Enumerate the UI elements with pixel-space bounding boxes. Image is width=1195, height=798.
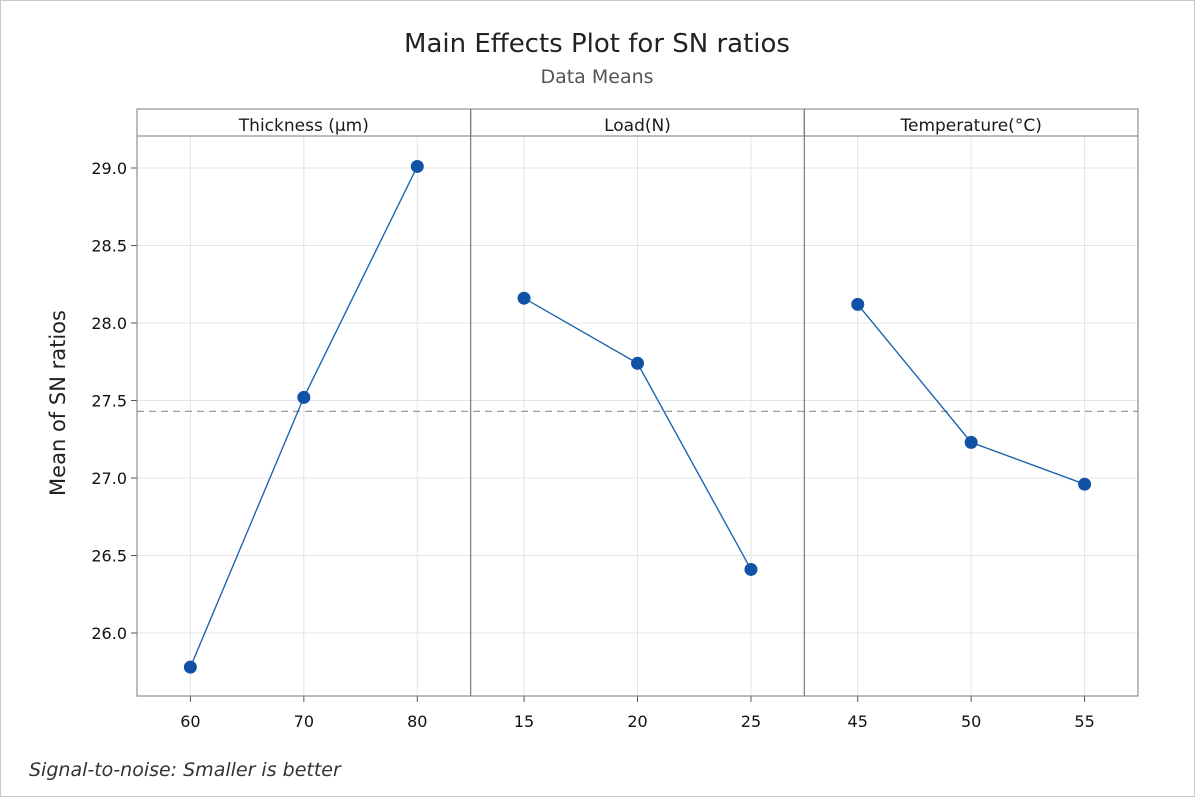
plot-border bbox=[136, 135, 1139, 697]
x-tick-label: 45 bbox=[848, 712, 868, 731]
panel-header bbox=[136, 108, 472, 137]
chart-title: Main Effects Plot for SN ratios bbox=[404, 29, 790, 59]
data-point bbox=[744, 562, 758, 576]
data-point bbox=[1078, 477, 1092, 491]
panel-label: Load(N) bbox=[604, 116, 671, 136]
panel-label: Temperature(°C) bbox=[900, 116, 1042, 136]
y-tick-label: 26.0 bbox=[91, 624, 127, 643]
y-tick-label: 28.0 bbox=[91, 314, 127, 333]
y-axis-label: Mean of SN ratios bbox=[46, 310, 70, 496]
x-tick-label: 60 bbox=[180, 712, 200, 731]
panel-label: Thickness (µm) bbox=[238, 116, 369, 136]
y-tick-label: 28.5 bbox=[91, 237, 127, 256]
x-tick-label: 15 bbox=[514, 712, 534, 731]
y-tick-label: 27.5 bbox=[91, 392, 127, 411]
y-tick-label: 27.0 bbox=[91, 469, 127, 488]
data-point bbox=[410, 159, 424, 173]
data-point bbox=[183, 660, 197, 674]
x-tick-label: 70 bbox=[294, 712, 314, 731]
chart-subtitle: Data Means bbox=[540, 66, 653, 88]
data-point bbox=[851, 297, 865, 311]
x-tick-label: 55 bbox=[1074, 712, 1094, 731]
plot-area: 26.0 26.5 27.0 27.5 28.0 28.5 29.0 Thickness (µ… bbox=[91, 108, 1139, 731]
x-tick-label: 80 bbox=[407, 712, 427, 731]
data-point bbox=[297, 390, 311, 404]
y-tick-label: 26.5 bbox=[91, 547, 127, 566]
data-point bbox=[517, 291, 531, 305]
x-tick-label: 20 bbox=[627, 712, 647, 731]
x-tick-label: 50 bbox=[961, 712, 981, 731]
data-point bbox=[964, 435, 978, 449]
y-tick-label: 29.0 bbox=[91, 159, 127, 178]
x-tick-label: 25 bbox=[741, 712, 761, 731]
footnote: Signal-to-noise: Smaller is better bbox=[29, 759, 341, 781]
data-point bbox=[631, 356, 644, 370]
